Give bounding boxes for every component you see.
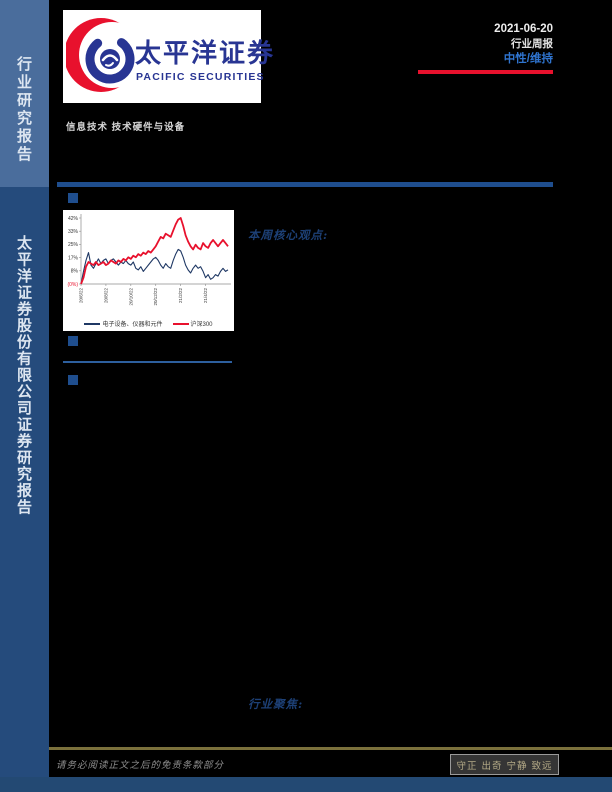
legend-item-benchmark: 沪深300 — [172, 319, 213, 328]
report-type: 行业周报 — [511, 38, 553, 50]
legend-swatch-benchmark — [172, 322, 189, 325]
sector-title: 信息技术 技术硬件与设备 — [66, 122, 186, 133]
logo-english-name: PACIFIC SECURITIES — [136, 71, 265, 83]
legend-swatch-sector — [84, 322, 101, 325]
pacific-securities-logo-icon — [66, 18, 135, 92]
bullet-square-icon — [68, 193, 78, 203]
weekly-core-view-heading: 本周核心观点: — [248, 228, 329, 242]
logo-chinese-name: 太平洋证券 — [135, 38, 276, 68]
report-date: 2021-06-20 — [494, 23, 553, 35]
legend-label-sector: 电子设备、仪器和元件 — [102, 322, 163, 328]
legend-item-sector: 电子设备、仪器和元件 — [84, 319, 163, 328]
svg-text:8%: 8% — [71, 269, 79, 275]
svg-text:20/8/22: 20/8/22 — [103, 288, 108, 304]
line-chart-canvas: 42% 33% 25% 17% 8% (0%)20/6/22 20/8/22 20/10/22… — [67, 214, 231, 306]
sidebar-company-label: 太平洋证券股份有限公司证券研究报告 — [15, 235, 33, 516]
header-meta: 2021-06-20 行业周报 中性/维持 — [494, 22, 553, 67]
svg-text:(0%): (0%) — [67, 282, 78, 288]
svg-text:20/10/22: 20/10/22 — [128, 288, 133, 306]
disclaimer-text: 请务必阅读正文之后的免责条款部分 — [56, 760, 225, 771]
sidebar-report-category: 行业研究报告 — [15, 56, 33, 164]
chart-legend: 电子设备、仪器和元件 沪深300 — [63, 319, 234, 328]
company-motto: 守正 出奇 宁静 致远 — [456, 760, 553, 772]
svg-text:42%: 42% — [68, 216, 79, 222]
industry-focus-heading: 行业聚焦: — [248, 697, 304, 711]
rating-underline — [418, 70, 553, 74]
performance-chart: 42% 33% 25% 17% 8% (0%) 20/6/22 20/8/22 20/10/22… — [63, 210, 234, 331]
svg-text:21/4/22: 21/4/22 — [203, 288, 208, 304]
industry-rating: 中性/维持 — [503, 53, 553, 65]
footer-divider-line — [49, 747, 612, 750]
svg-text:21/2/22: 21/2/22 — [178, 288, 183, 304]
company-logo: 太平洋证券 PACIFIC SECURITIES — [63, 10, 273, 103]
svg-text:25%: 25% — [68, 242, 79, 248]
company-motto-box: 守正 出奇 宁静 致远 — [450, 754, 559, 775]
legend-label-benchmark: 沪深300 — [190, 322, 213, 328]
section-divider-line — [63, 361, 232, 363]
bullet-square-icon — [68, 375, 78, 385]
bottom-blue-bar — [0, 777, 612, 792]
svg-text:20/12/22: 20/12/22 — [153, 288, 158, 306]
sidebar-top-section: 行业研究报告 — [0, 0, 49, 187]
sidebar-bottom-section: 太平洋证券股份有限公司证券研究报告 — [0, 187, 49, 792]
svg-text:33%: 33% — [68, 229, 79, 235]
bullet-square-icon — [68, 336, 78, 346]
svg-text:17%: 17% — [68, 255, 79, 261]
header-divider-bar — [57, 182, 553, 187]
svg-text:20/6/22: 20/6/22 — [79, 288, 84, 304]
